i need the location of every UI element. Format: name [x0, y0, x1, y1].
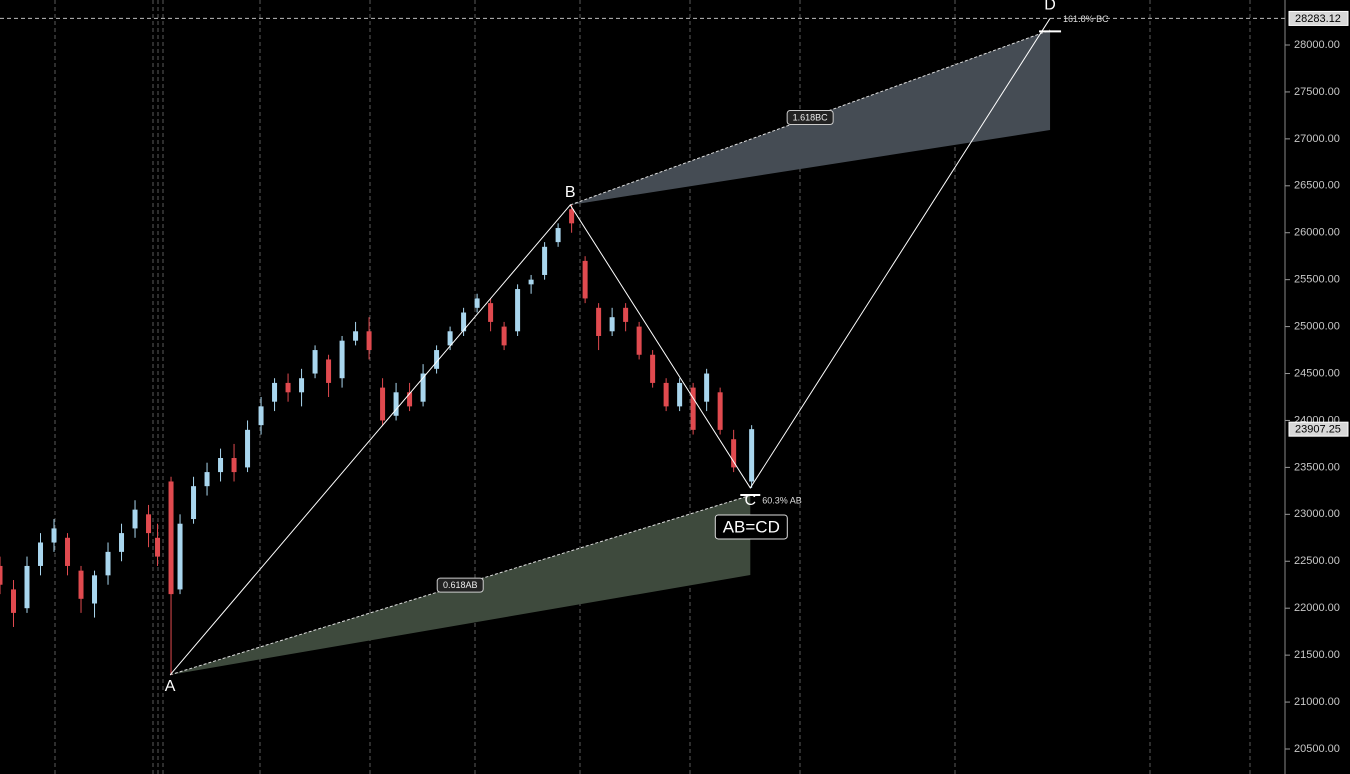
- candle-body: [434, 350, 440, 369]
- candle-body: [105, 551, 111, 576]
- candle-body: [78, 570, 84, 599]
- candle-body: [542, 246, 548, 275]
- price-tag-box: [1288, 10, 1349, 26]
- candle-body: [623, 307, 629, 322]
- candle-body: [555, 228, 561, 243]
- y-tick-label: 25500.00: [1294, 274, 1340, 286]
- candle-body: [231, 458, 237, 473]
- y-tick-label: 22500.00: [1294, 555, 1340, 567]
- candle-body: [92, 575, 98, 604]
- ratio-label-box: [714, 514, 788, 540]
- y-tick-label: 28000.00: [1294, 39, 1340, 51]
- candle-body: [218, 458, 224, 473]
- candle-body: [690, 387, 696, 430]
- y-tick-label: 24500.00: [1294, 367, 1340, 379]
- y-tick-label: 27000.00: [1294, 133, 1340, 145]
- candle-body: [191, 486, 197, 520]
- pattern-point-label: D: [1044, 0, 1056, 14]
- candle-body: [272, 382, 278, 402]
- candle-body: [24, 565, 30, 609]
- candle-body: [515, 289, 521, 332]
- candle-body: [596, 307, 602, 336]
- pattern-point-label: C: [745, 492, 757, 509]
- candle-body: [393, 392, 399, 416]
- ratio-label: AB=CD: [723, 517, 780, 536]
- candle-body: [582, 260, 588, 299]
- y-tick-label: 20500.00: [1294, 743, 1340, 755]
- candle-body: [380, 387, 386, 421]
- candle-body: [204, 472, 210, 487]
- candle-body: [258, 406, 264, 426]
- candle-body: [326, 359, 332, 383]
- fib-zone-edge: [169, 494, 751, 676]
- candle-body: [609, 317, 615, 332]
- fib-zone-label: 1.618BC: [793, 112, 829, 122]
- y-tick-label: 25000.00: [1294, 321, 1340, 333]
- candle-body: [339, 340, 345, 379]
- candle-body: [119, 533, 125, 552]
- candle-body: [51, 528, 57, 543]
- candle-body: [677, 382, 683, 407]
- candle-body: [474, 298, 480, 308]
- price-tag-label: 23907.25: [1295, 424, 1341, 436]
- candle-body: [704, 373, 710, 402]
- candle-body: [749, 429, 755, 482]
- y-tick-label: 26500.00: [1294, 180, 1340, 192]
- candle-body: [299, 378, 305, 393]
- pattern-point-label: A: [165, 678, 176, 695]
- candle-body: [11, 589, 17, 613]
- candle-body: [155, 537, 161, 557]
- price-tag-label: 28283.12: [1295, 13, 1341, 25]
- candle-body: [168, 481, 174, 595]
- candle-body: [501, 326, 507, 346]
- candle-body: [528, 279, 534, 285]
- candle-body: [447, 331, 453, 346]
- y-tick-label: 22000.00: [1294, 602, 1340, 614]
- candle-body: [461, 312, 467, 332]
- candle-body: [65, 537, 71, 566]
- candle-body: [366, 331, 372, 351]
- candle-body: [636, 326, 642, 355]
- y-tick-label: 23500.00: [1294, 461, 1340, 473]
- candle-body: [717, 392, 723, 430]
- c-ratio-label: 60.3% AB: [762, 495, 802, 505]
- candle-body: [353, 331, 359, 341]
- candle-body: [488, 303, 494, 322]
- candle-body: [663, 382, 669, 407]
- y-tick-label: 21500.00: [1294, 649, 1340, 661]
- candle-body: [312, 350, 318, 374]
- candle-body: [146, 514, 152, 534]
- d-ratio-label: 161.8% BC: [1063, 14, 1109, 24]
- fib-zone-label: 0.618AB: [443, 580, 478, 590]
- price-tag-box: [1288, 421, 1349, 437]
- candle-body: [731, 439, 737, 468]
- y-tick-label: 26000.00: [1294, 227, 1340, 239]
- candle-body: [177, 523, 183, 590]
- y-tick-label: 23000.00: [1294, 508, 1340, 520]
- y-tick-label: 27500.00: [1294, 86, 1340, 98]
- pattern-point-label: B: [565, 184, 576, 201]
- y-tick-label: 21000.00: [1294, 696, 1340, 708]
- candle-body: [407, 392, 413, 407]
- candle-body: [569, 209, 575, 224]
- candle-body: [420, 373, 426, 402]
- candle-body: [650, 354, 656, 383]
- candle-body: [38, 542, 44, 566]
- fib-zone-label-box: [786, 110, 834, 126]
- candle-body: [285, 382, 291, 393]
- abcd-line: [169, 18, 1051, 676]
- candle-body: [132, 509, 138, 529]
- candle-body: [245, 429, 251, 468]
- candle-body: [0, 565, 3, 585]
- fib-zone-label-box: [436, 577, 484, 593]
